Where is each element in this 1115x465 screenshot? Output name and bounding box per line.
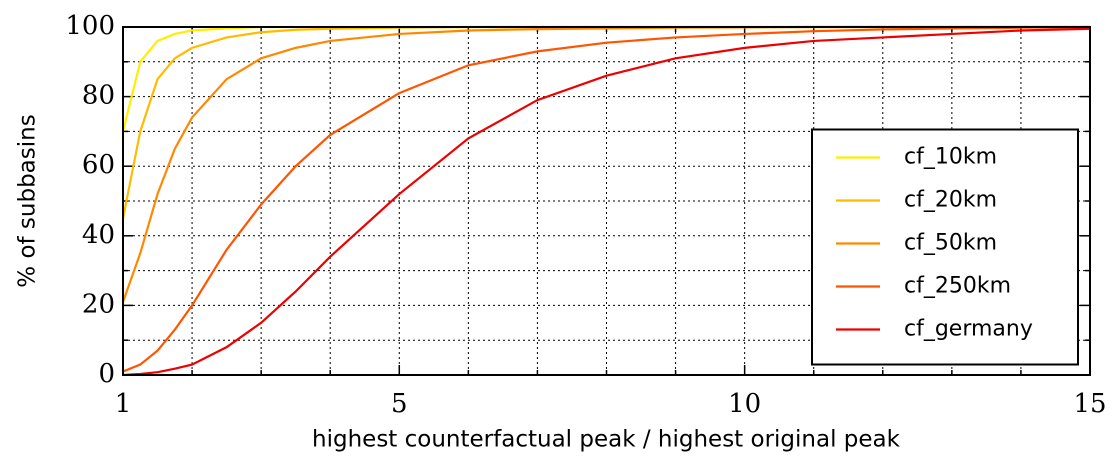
y-tick-label: 60 [82, 150, 115, 180]
data-line [122, 27, 1091, 377]
y-tick-label: 40 [82, 220, 115, 250]
y-tick-label: 0 [98, 359, 115, 389]
x-tick-label: 15 [1073, 389, 1106, 419]
data-line [122, 25, 1091, 373]
plot-frame [122, 26, 1091, 376]
legend-label: cf_20km [904, 188, 997, 213]
x-tick-label: 1 [115, 389, 132, 419]
x-axis-label: highest counterfactual peak / highest or… [312, 427, 901, 453]
x-tick-label: 5 [391, 389, 408, 419]
y-tick-label: 20 [82, 289, 115, 319]
y-axis-label: % of subbasins [15, 114, 41, 287]
x-tick-label: 10 [728, 389, 761, 419]
y-tick-label: 100 [65, 11, 115, 41]
legend-label: cf_germany [904, 317, 1033, 342]
legend-box [811, 128, 1079, 366]
legend-label: cf_10km [904, 145, 997, 170]
legend-label: cf_50km [904, 231, 997, 256]
legend-label: cf_250km [904, 274, 1011, 299]
y-tick-label: 80 [82, 81, 115, 111]
